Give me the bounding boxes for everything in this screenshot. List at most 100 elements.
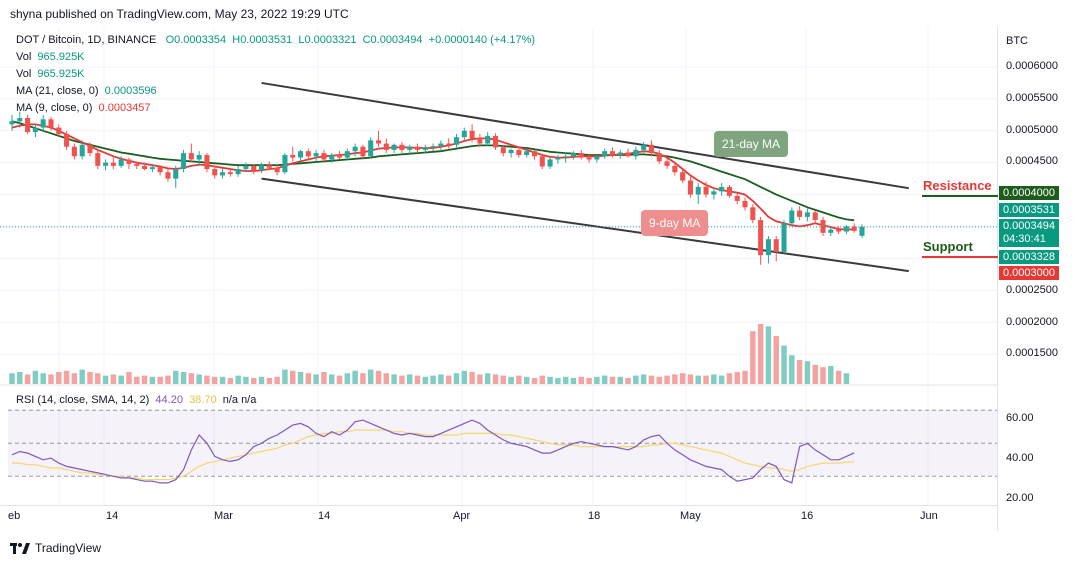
candle-body [126,159,132,164]
time-tick: 16 [801,510,814,522]
candle-body [149,167,155,170]
candle-body [212,169,218,176]
candle-body [204,155,210,170]
candle-body [173,169,179,179]
candle-body [812,212,818,221]
tradingview-logo-icon [10,542,30,554]
volume-bar [594,376,600,384]
candle-body [804,212,810,217]
rsi-sma-value: 38.70 [189,394,217,406]
candle-body [134,163,140,166]
candle-body [181,153,187,170]
volume-bar [578,376,584,384]
candle-body [196,155,202,160]
candle-body [828,229,834,233]
volume-bar [484,373,491,384]
candle-body [539,156,545,167]
candle-body [633,149,639,157]
candle-body [360,146,366,157]
ma9-value: 0.0003457 [98,102,151,114]
volume-bar [477,374,483,384]
candle-body [703,186,709,195]
price-badge-support: 0.0003000 [999,266,1059,280]
candle-body [547,159,553,167]
volume-bar [17,372,23,384]
symbol-label[interactable]: DOT / Bitcoin, 1D, BINANCE [16,34,157,46]
candle-body [95,153,101,166]
candle-body [110,162,116,166]
volume-bar [843,373,850,384]
candle-body [656,153,662,162]
candle-body [352,146,358,152]
volume-bar [375,370,382,384]
resistance-label: Resistance [923,178,992,193]
price-tick: 0.0002000 [1006,316,1058,328]
candle-body [438,143,444,147]
rsi-label: RSI (14, close, SMA, 14, 2) [16,394,150,406]
volume-bar [227,378,234,384]
ma21-label: MA (21, close, 0) [16,85,99,97]
volume-bar [313,374,319,384]
candle-body [40,119,46,128]
volume-bar [141,375,148,384]
rsi-tick: 40.00 [1006,452,1034,464]
rsi-na: n/a n/a [222,394,257,406]
time-tick: May [680,510,701,522]
candle-body [71,146,77,157]
time-tick: eb [8,510,21,522]
candle-body [625,152,631,157]
candle-body [531,151,538,157]
volume-bar [165,375,171,384]
volume-bar [406,374,413,384]
candle-body [680,172,686,181]
volume-bar [149,376,156,384]
candle-body [524,151,530,156]
candle-body [220,172,226,176]
candle-body [188,153,194,160]
candle-body [103,162,109,166]
candle-body [773,239,779,252]
candle-body [422,147,428,150]
candle-body [555,157,561,160]
vol2-legend[interactable]: Vol 965.925K [16,68,85,80]
price-badge-low: 0.0003328 [999,250,1059,264]
volume-bar [352,370,358,384]
ma9-legend[interactable]: MA (9, close, 0) 0.0003457 [16,102,151,114]
vol1-legend[interactable]: Vol 965.925K [16,51,85,63]
candle-body [243,165,249,170]
volume-bar [399,375,405,384]
rsi-legend[interactable]: RSI (14, close, SMA, 14, 2) 44.20 38.70 … [16,394,256,406]
candle-body [32,127,38,133]
volume-bar [516,375,522,384]
volume-bar [750,331,756,384]
candle-body [453,137,460,145]
candle-body [414,146,421,150]
candle-body [609,151,615,156]
volume-bar [414,375,421,384]
candle-body [648,144,654,154]
volume-bar [648,375,655,384]
grid [0,27,997,505]
support-line [922,256,998,258]
volume-bar [539,375,546,384]
volume-bar [703,375,709,384]
volume-bar [789,355,795,384]
volume-bar [251,378,257,384]
volume-bar [48,374,54,384]
candle-body [469,130,475,139]
volume-bar [328,374,335,384]
candle-body [641,144,647,150]
footer-brand[interactable]: TradingView [10,541,101,555]
candle-body [368,140,374,157]
high-value: H0.0003531 [232,34,293,46]
rsi-lines [11,419,855,484]
ma21-legend[interactable]: MA (21, close, 0) 0.0003596 [16,85,157,97]
candle-body [461,130,467,138]
volume-bar [110,374,117,384]
chart-canvas [0,27,997,505]
candle-body [500,147,506,154]
volume-bar [640,374,647,384]
candle-body [570,153,577,157]
channel-lower-line [261,177,909,273]
volume-bar [820,367,826,384]
